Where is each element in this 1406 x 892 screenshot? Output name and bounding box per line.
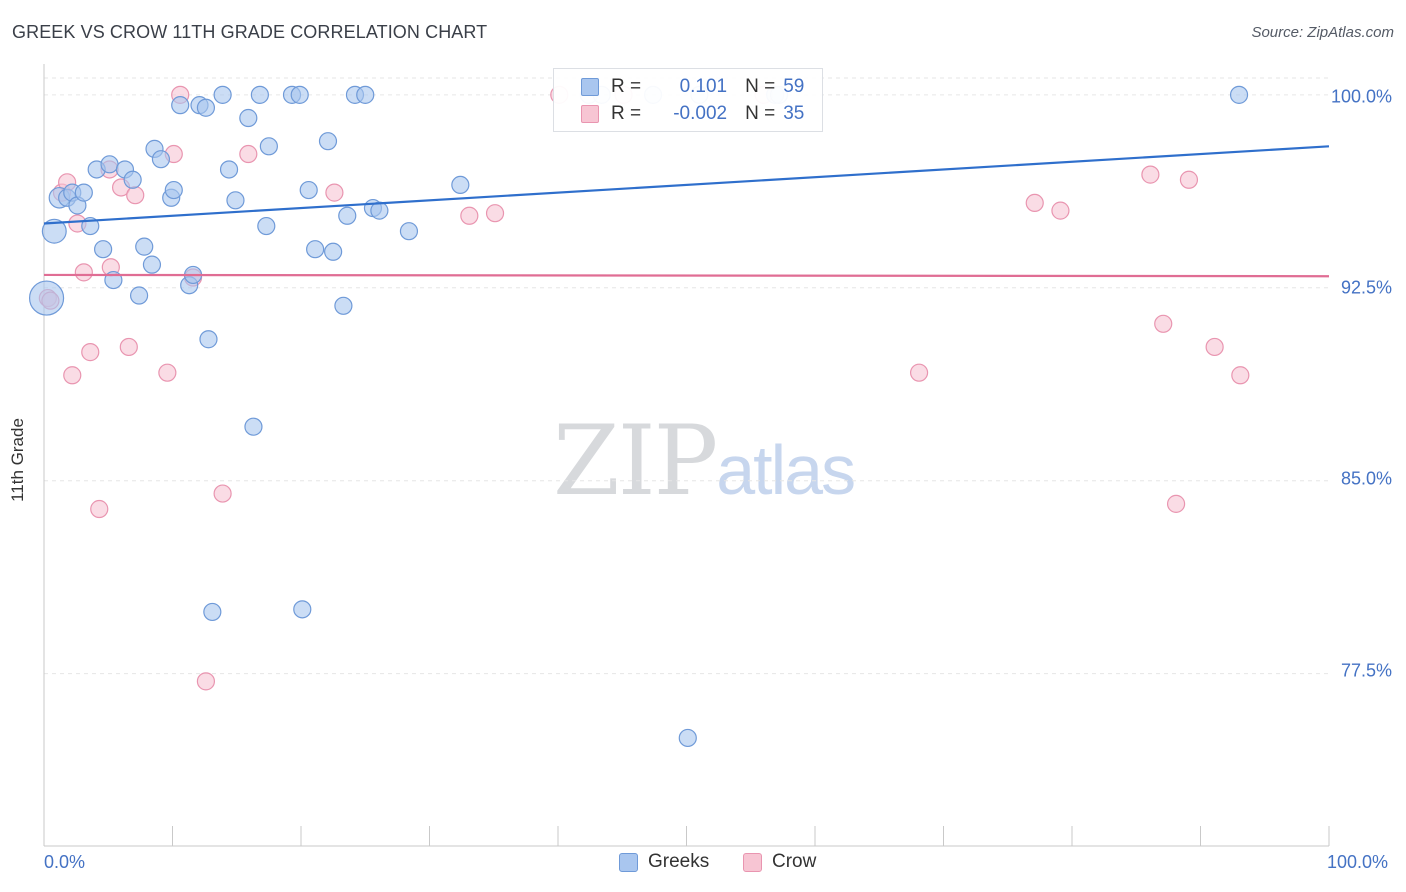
greeks-point	[129, 286, 149, 305]
greeks-point	[244, 417, 263, 436]
greeks-point	[306, 240, 325, 259]
crow-point	[1231, 366, 1250, 385]
legend-crow[interactable]: Crow	[743, 851, 816, 873]
crow-point	[1179, 170, 1199, 189]
chart-title: GREEK VS CROW 11TH GRADE CORRELATION CHA…	[12, 22, 488, 42]
crow-point	[196, 672, 216, 691]
x-tick-label-min: 0.0%	[44, 852, 86, 872]
crow-point	[239, 144, 258, 164]
greeks-point	[196, 98, 216, 117]
greeks-point	[451, 175, 470, 195]
y-axis-title: 11th Grade	[8, 418, 27, 502]
n-value: 59	[783, 76, 805, 97]
crow-point	[158, 363, 177, 382]
greeks-legend-swatch	[619, 852, 638, 872]
greeks-point	[399, 222, 419, 241]
r-value: 0.101	[679, 76, 728, 97]
crow-point	[1166, 494, 1186, 513]
greeks-trend-line	[43, 145, 1330, 225]
greeks-point	[199, 330, 218, 349]
legend-greeks[interactable]: Greeks	[619, 851, 709, 873]
r-label: R =	[611, 76, 642, 97]
greeks-point	[318, 132, 338, 151]
crow-point	[126, 186, 145, 205]
n-label: N =	[745, 76, 776, 97]
greeks-point	[171, 96, 190, 115]
greeks-point	[164, 180, 183, 200]
crow-point	[119, 337, 138, 357]
crow-point	[460, 206, 479, 225]
greeks-point	[123, 170, 142, 189]
crow-swatch	[581, 105, 599, 123]
greeks-point	[290, 85, 309, 104]
greeks-point	[293, 600, 312, 619]
crow-point	[909, 363, 929, 382]
greeks-point	[338, 206, 357, 225]
greeks-point	[203, 602, 222, 622]
greeks-point	[299, 180, 318, 200]
greeks-point	[41, 218, 67, 244]
greeks-point	[257, 216, 276, 236]
greeks-point	[250, 85, 269, 104]
greeks-point	[370, 201, 389, 220]
x-tick-label-max: 100.0%	[1327, 852, 1389, 872]
greeks-point	[100, 155, 119, 174]
n-label: N =	[745, 103, 776, 124]
greeks-point	[239, 108, 258, 128]
greeks-point	[356, 85, 375, 104]
crow-point	[81, 343, 100, 362]
crow-point	[1025, 193, 1044, 213]
greeks-point	[678, 728, 697, 748]
crow-point	[1051, 201, 1070, 220]
crow-legend-swatch	[743, 852, 762, 872]
r-label: R =	[611, 103, 642, 124]
y-tick-label: 92.5%	[1340, 277, 1392, 298]
greeks-point	[334, 296, 353, 315]
greeks-point	[226, 191, 245, 210]
crow-point	[325, 183, 344, 202]
crow-point	[63, 366, 82, 385]
greeks-point	[259, 137, 278, 156]
greeks-point	[213, 85, 232, 104]
r-value: -0.002	[673, 103, 728, 124]
y-tick-label: 77.5%	[1340, 660, 1392, 681]
crow-point	[485, 204, 505, 223]
greeks-point	[94, 240, 113, 259]
stats-legend: R = 0.101 N = 59 R = -0.002 N = 35	[553, 68, 823, 132]
crow-point	[1205, 337, 1224, 357]
crow-point	[90, 499, 109, 519]
source-label: Source: ZipAtlas.com	[1251, 24, 1394, 41]
greeks-point	[135, 237, 154, 256]
y-tick-label: 100.0%	[1330, 86, 1392, 107]
crow-point	[74, 263, 93, 282]
greeks-point	[151, 150, 171, 169]
legend-row-crow: R = -0.002 N = 35	[554, 100, 804, 128]
greeks-point	[142, 255, 162, 274]
y-tick-label: 85.0%	[1340, 468, 1392, 489]
greeks-point	[28, 280, 65, 316]
greeks-point	[1229, 85, 1249, 104]
crow-point	[213, 484, 232, 503]
crow-point	[1141, 165, 1160, 184]
n-value: 35	[783, 103, 805, 124]
greeks-swatch	[581, 78, 599, 96]
greeks-point	[219, 160, 239, 179]
crow-legend-label: Crow	[772, 851, 817, 872]
crow-trend-line	[43, 273, 1330, 278]
greeks-point	[324, 242, 343, 261]
crow-point	[1154, 314, 1173, 333]
legend-row-greeks: R = 0.101 N = 59	[554, 73, 804, 101]
greeks-legend-label: Greeks	[648, 851, 710, 872]
greeks-point	[74, 183, 93, 202]
